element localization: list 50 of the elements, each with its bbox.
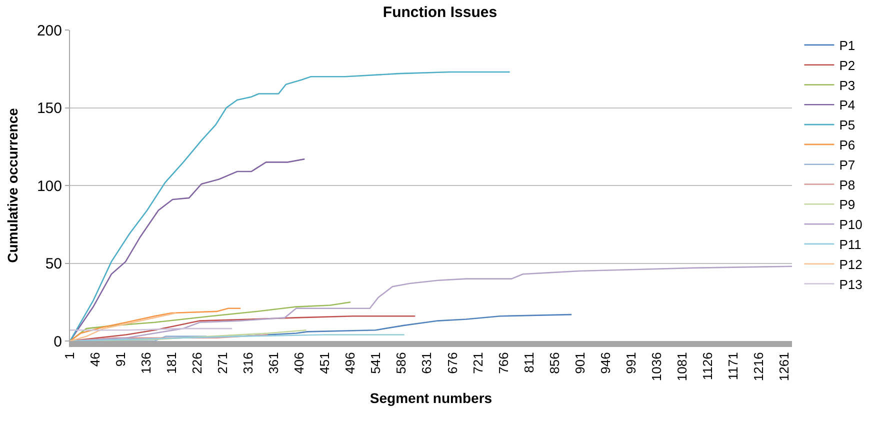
legend-label: P9	[839, 197, 856, 212]
legend-label: P8	[839, 177, 856, 192]
x-tick-label: 496	[342, 352, 358, 374]
x-tick-label: 766	[496, 352, 511, 374]
x-tick-label: 1	[62, 352, 78, 360]
x-tick-label: 361	[266, 352, 282, 374]
legend-label: P2	[839, 58, 856, 73]
y-tick-label: 0	[54, 333, 62, 350]
y-tick-label: 50	[45, 256, 62, 272]
x-tick-label: 271	[215, 352, 230, 374]
x-tick-label: 316	[240, 352, 256, 374]
legend-label: P5	[839, 118, 856, 133]
x-tick-label: 676	[444, 352, 460, 374]
y-tick-label: 100	[36, 178, 62, 195]
x-tick-label: 721	[470, 352, 486, 374]
legend-label: P6	[839, 138, 856, 153]
y-tick-label: 200	[36, 22, 62, 40]
x-tick-label: 46	[88, 352, 103, 367]
legend-label: P11	[839, 237, 862, 252]
legend-label: P13	[839, 276, 862, 292]
y-axis-title: Cumulative occurrence	[4, 108, 21, 263]
x-tick-label: 181	[164, 352, 180, 374]
legend-label: P10	[839, 217, 862, 232]
y-tick-label: 150	[36, 100, 62, 117]
x-tick-label: 406	[292, 352, 307, 374]
legend-label: P7	[839, 157, 856, 172]
x-tick-label: 1036	[648, 352, 664, 382]
x-tick-label: 856	[546, 352, 562, 374]
x-tick-label: 991	[623, 352, 638, 374]
x-tick-label: 1216	[750, 352, 766, 382]
chart-title: Function Issues	[382, 4, 498, 21]
x-tick-label: 1171	[725, 352, 740, 380]
x-tick-label: 901	[572, 352, 588, 374]
legend-label: P3	[839, 78, 856, 93]
x-tick-label: 91	[113, 352, 128, 367]
x-tick-label: 811	[521, 352, 536, 373]
x-tick-label: 1261	[776, 352, 792, 382]
x-axis-title: Segment numbers	[370, 390, 492, 406]
x-tick-label: 1126	[700, 352, 715, 380]
x-tick-label: 136	[138, 352, 154, 374]
x-tick-label: 1081	[674, 352, 690, 382]
x-tick-label: 631	[419, 352, 434, 374]
x-tick-label: 946	[598, 352, 613, 374]
legend-label: P4	[839, 98, 856, 113]
legend-label: P12	[839, 256, 862, 272]
legend-label: P1	[839, 38, 856, 54]
x-tick-label: 451	[317, 352, 332, 374]
x-tick-label: 226	[190, 352, 205, 374]
x-tick-label: 541	[368, 352, 384, 374]
x-tick-label: 586	[394, 352, 409, 374]
